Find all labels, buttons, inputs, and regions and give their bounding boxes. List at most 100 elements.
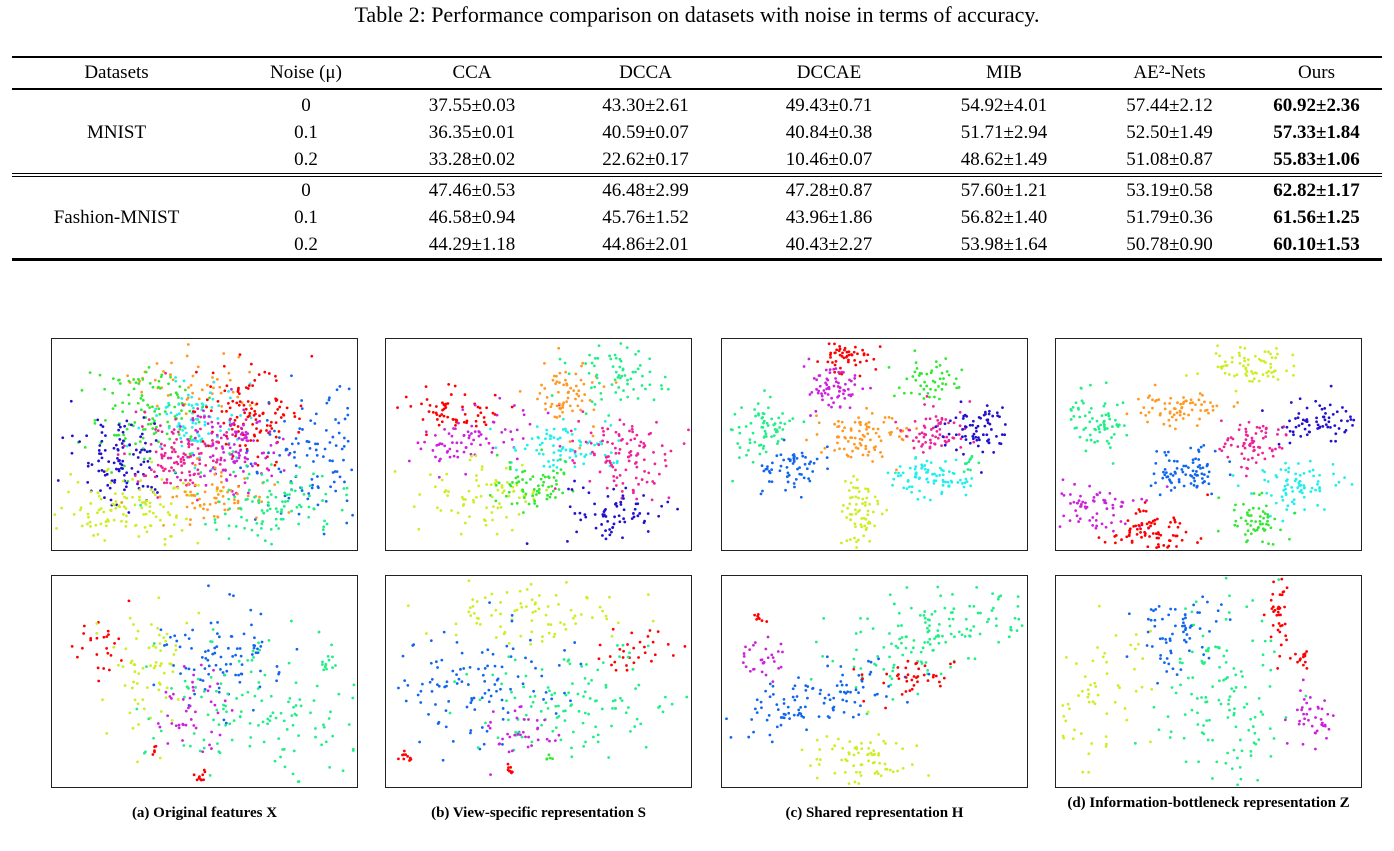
scatter-point: [309, 419, 313, 423]
scatter-point: [555, 374, 558, 378]
scatter-point: [770, 461, 774, 465]
scatter-point: [1308, 696, 1312, 699]
scatter-point: [582, 382, 586, 386]
scatter-point: [231, 390, 235, 394]
scatter-point: [285, 493, 289, 497]
scatter-point: [173, 634, 177, 638]
scatter-point: [307, 492, 311, 495]
scatter-point: [755, 618, 759, 621]
scatter-point: [1290, 486, 1294, 489]
scatter-point: [1071, 737, 1075, 741]
scatter-point: [1302, 653, 1306, 657]
scatter-point: [1261, 409, 1264, 413]
scatter-point: [1177, 480, 1181, 484]
scatter-point: [165, 686, 169, 690]
scatter-point: [1279, 624, 1282, 628]
scatter-point: [302, 493, 306, 496]
scatter-point: [321, 528, 325, 532]
scatter-point: [198, 458, 201, 462]
scatter-point: [1101, 655, 1105, 659]
scatter-point: [1168, 479, 1172, 483]
scatter-point: [474, 424, 478, 428]
scatter-point: [1076, 501, 1080, 505]
scatter-point: [331, 734, 335, 738]
scatter-point: [247, 488, 251, 492]
scatter-point: [153, 488, 157, 491]
scatter-point: [230, 427, 234, 431]
scatter-point: [1292, 502, 1296, 506]
scatter-point: [570, 488, 574, 491]
scatter-point: [561, 410, 564, 414]
scatter-point: [941, 435, 945, 438]
scatter-point: [1254, 520, 1258, 524]
scatter-point: [762, 419, 766, 423]
scatter-point: [421, 418, 425, 421]
scatter-point: [127, 599, 131, 603]
scatter-point: [1323, 724, 1327, 728]
scatter-point: [925, 477, 929, 481]
scatter-point: [545, 432, 549, 436]
scatter-point: [444, 725, 448, 729]
scatter-point: [479, 494, 483, 498]
scatter-point: [431, 411, 435, 414]
scatter-point: [1323, 508, 1326, 511]
scatter-point: [1192, 603, 1196, 607]
scatter-point: [124, 485, 128, 489]
scatter-point: [440, 420, 444, 424]
scatter-point: [805, 728, 808, 732]
scatter-point: [997, 640, 1001, 644]
scatter-point: [153, 475, 157, 479]
scatter-point: [1316, 482, 1319, 486]
scatter-point: [756, 402, 760, 406]
scatter-point: [222, 352, 226, 355]
scatter-point: [995, 434, 998, 438]
scatter-point: [116, 448, 120, 452]
scatter-point: [1167, 544, 1171, 548]
scatter-point: [287, 496, 291, 500]
scatter-point: [104, 418, 107, 422]
scatter-point: [606, 495, 610, 498]
scatter-point: [331, 435, 335, 439]
scatter-point: [1103, 651, 1107, 655]
scatter-point: [299, 704, 303, 708]
scatter-point: [766, 424, 770, 427]
scatter-point: [216, 515, 220, 519]
scatter-point: [154, 407, 158, 411]
scatter-point: [737, 456, 741, 459]
scatter-point: [215, 528, 218, 532]
scatter-point: [215, 377, 219, 381]
scatter-point: [914, 378, 918, 382]
scatter-point: [811, 470, 815, 473]
scatter-point: [297, 512, 301, 516]
scatter-point: [669, 449, 673, 453]
scatter-point: [1091, 417, 1094, 420]
scatter-point: [863, 524, 867, 528]
scatter-point: [225, 669, 229, 673]
scatter-point: [663, 458, 667, 462]
scatter-point: [530, 660, 533, 664]
scatter-point: [337, 421, 341, 425]
scatter-point: [224, 704, 227, 708]
scatter-point: [1113, 497, 1117, 501]
scatter-point: [148, 505, 152, 508]
scatter-point: [528, 422, 532, 426]
scatter-point: [1092, 496, 1096, 499]
scatter-point: [837, 381, 840, 385]
scatter-point: [277, 737, 281, 741]
scatter-point: [103, 496, 106, 499]
scatter-point: [1298, 479, 1302, 483]
scatter-point: [1257, 357, 1261, 361]
scatter-point: [182, 379, 186, 383]
scatter-point: [131, 495, 134, 499]
scatter-point: [609, 461, 612, 465]
scatter-point: [1230, 767, 1234, 771]
scatter-point: [487, 441, 491, 445]
scatter-point: [1261, 451, 1264, 455]
scatter-point: [591, 616, 594, 619]
scatter-point: [525, 443, 529, 447]
scatter-point: [1180, 661, 1184, 665]
scatter-point: [1297, 424, 1301, 427]
scatter-point: [132, 378, 136, 381]
scatter-point: [177, 726, 181, 730]
scatter-point: [873, 662, 876, 666]
